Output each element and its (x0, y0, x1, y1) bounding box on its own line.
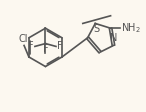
Text: Cl: Cl (18, 34, 28, 44)
Text: F: F (43, 44, 48, 54)
Text: F: F (57, 41, 63, 51)
Text: S: S (93, 24, 99, 34)
Text: N: N (110, 33, 117, 43)
Text: NH$_2$: NH$_2$ (121, 21, 141, 35)
Text: F: F (28, 41, 34, 51)
